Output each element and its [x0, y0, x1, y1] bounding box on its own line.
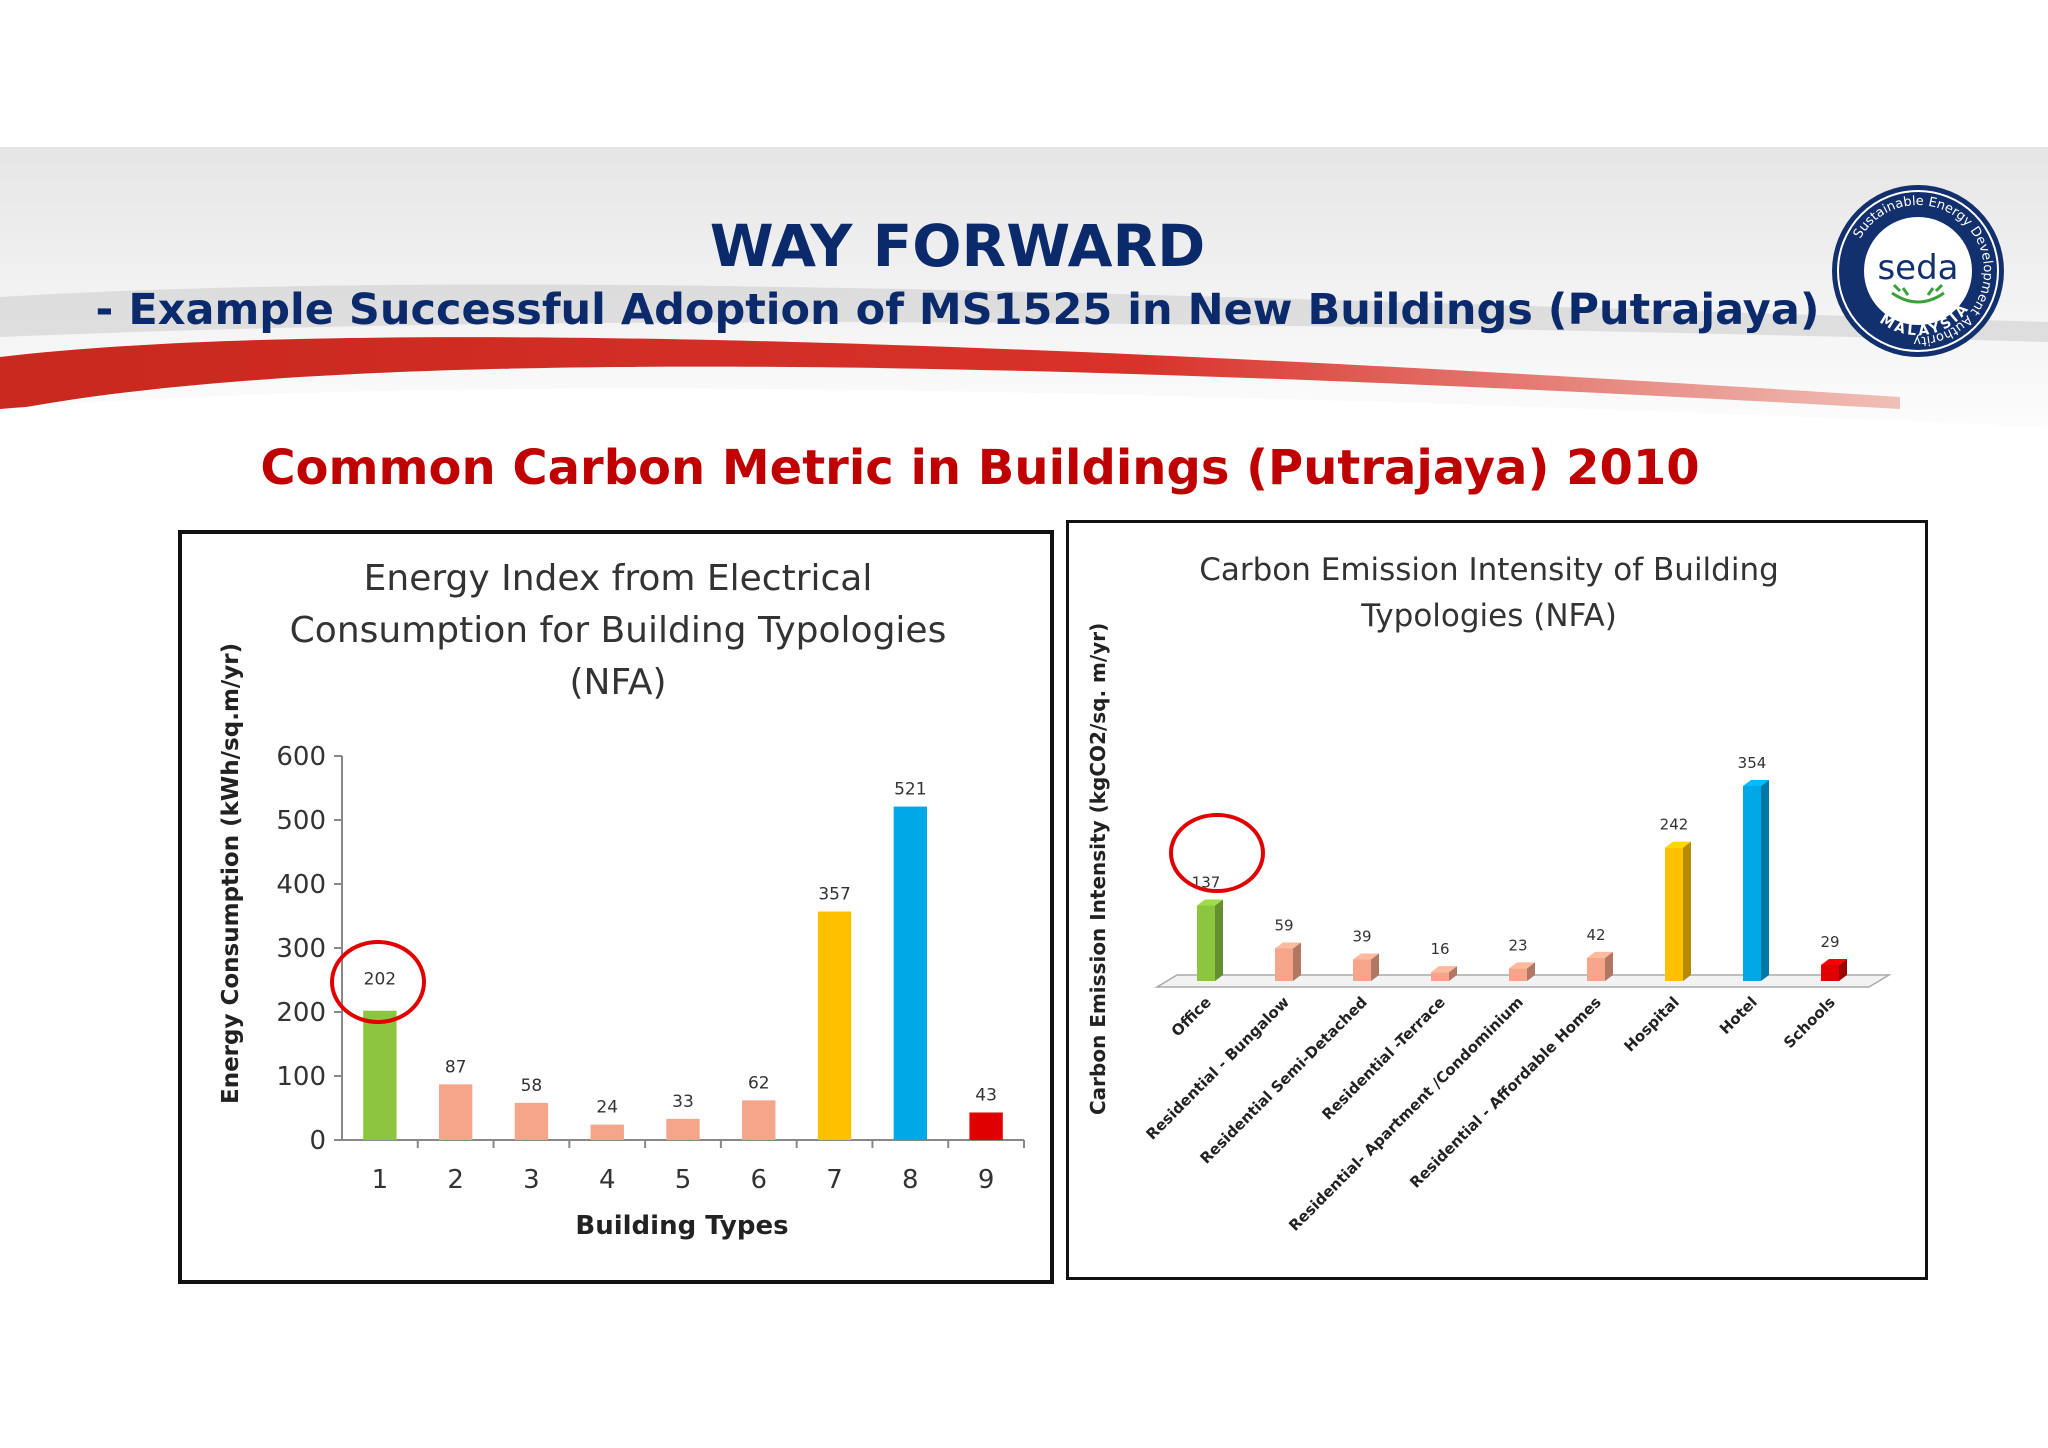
chart2-title-line-2: Typologies (NFA) [1360, 598, 1617, 634]
chart2-highlight-circle [1169, 813, 1265, 893]
chart1-bar [514, 1102, 549, 1140]
chart1-y-tick-label: 400 [276, 870, 326, 900]
chart2-category-label: Residential Semi-Detached [1196, 993, 1370, 1167]
chart2-bar [1587, 951, 1613, 981]
carbon-intensity-chart-panel: Carbon Emission Intensity of Building Ty… [1066, 520, 1928, 1280]
chart1-data-label: 87 [445, 1057, 467, 1077]
chart1-x-tick-label: 1 [372, 1165, 389, 1195]
chart1-data-label: 62 [748, 1073, 770, 1093]
chart1-data-label: 33 [672, 1092, 694, 1112]
chart1-x-tick-label: 6 [751, 1165, 768, 1195]
chart2-category-label: Office [1168, 993, 1215, 1040]
chart2-bar [1821, 959, 1847, 981]
chart2-data-label: 16 [1430, 940, 1449, 958]
chart1-bar [590, 1124, 624, 1140]
chart2-y-axis-label: Carbon Emission Intensity (kgCO2/sq. m/y… [1086, 623, 1110, 1115]
chart2-category-label: Schools [1780, 993, 1839, 1052]
chart1-bar [666, 1118, 700, 1140]
energy-index-chart: Energy Index from Electrical Consumption… [218, 558, 1025, 1241]
chart1-title-line-3: (NFA) [569, 662, 666, 703]
chart2-category-label: Hospital [1621, 993, 1683, 1055]
chart1-x-tick-label: 3 [523, 1165, 540, 1195]
chart1-data-label: 357 [818, 885, 850, 905]
chart2-bar [1665, 841, 1691, 981]
chart2-data-label: 242 [1660, 816, 1689, 834]
chart1-y-tick-label: 300 [276, 934, 326, 964]
chart2-bar [1509, 962, 1535, 981]
chart1-bar [969, 1112, 1003, 1140]
header-banner [0, 147, 2048, 467]
chart1-bar [742, 1100, 776, 1140]
chart1-highlight-circle [330, 940, 426, 1024]
chart2-data-label: 29 [1820, 933, 1839, 951]
chart1-y-tick-label: 500 [276, 806, 326, 836]
chart2-data-label: 42 [1586, 926, 1605, 944]
chart1-bar [438, 1084, 473, 1140]
chart1-bar [893, 806, 928, 1140]
chart2-data-label: 59 [1274, 916, 1293, 934]
chart1-y-tick-label: 100 [276, 1062, 326, 1092]
chart1-data-label: 24 [596, 1098, 618, 1118]
chart2-category-label: Hotel [1716, 993, 1761, 1038]
chart1-y-tick-label: 0 [309, 1126, 326, 1156]
chart2-category-label: Residential - Bungalow [1143, 993, 1293, 1143]
chart2-data-label: 354 [1738, 754, 1767, 772]
slide-title: WAY FORWARD [709, 212, 1206, 280]
chart2-bar [1275, 942, 1301, 981]
chart1-x-axis-label: Building Types [575, 1211, 788, 1241]
chart1-bar [817, 911, 852, 1140]
chart1-x-tick-label: 8 [902, 1165, 919, 1195]
energy-index-chart-panel: Energy Index from Electrical Consumption… [178, 530, 1054, 1284]
chart1-y-tick-label: 600 [276, 742, 326, 772]
chart1-y-axis-label: Energy Consumption (kWh/sq.m/yr) [218, 643, 244, 1104]
chart1-data-label: 58 [521, 1076, 543, 1096]
chart2-bar [1197, 899, 1223, 981]
slide-subtitle: - Example Successful Adoption of MS1525 … [95, 285, 1820, 335]
chart2-data-label: 23 [1508, 936, 1527, 954]
chart1-data-label: 202 [364, 970, 396, 990]
chart1-x-tick-label: 5 [675, 1165, 692, 1195]
chart1-y-tick-label: 200 [276, 998, 326, 1028]
chart2-data-label: 39 [1352, 928, 1371, 946]
chart2-bar [1743, 779, 1769, 981]
chart1-x-tick-label: 4 [599, 1165, 616, 1195]
seda-logo: Sustainable Energy Development Authority… [1832, 185, 2004, 357]
chart1-title-line-2: Consumption for Building Typologies [290, 610, 947, 651]
chart1-x-tick-label: 9 [978, 1165, 995, 1195]
chart1-x-tick-label: 2 [447, 1165, 464, 1195]
chart2-bar [1431, 966, 1457, 981]
chart2-bar [1353, 953, 1379, 981]
section-title: Common Carbon Metric in Buildings (Putra… [260, 440, 1700, 496]
logo-word: seda [1877, 248, 1958, 288]
chart1-bar [363, 1010, 397, 1140]
chart1-data-label: 43 [975, 1085, 997, 1105]
carbon-intensity-chart: Carbon Emission Intensity of Building Ty… [1086, 552, 1892, 1235]
chart1-title-line-1: Energy Index from Electrical [364, 558, 873, 599]
chart1-x-tick-label: 7 [826, 1165, 843, 1195]
chart2-title-line-1: Carbon Emission Intensity of Building [1199, 552, 1779, 588]
chart1-data-label: 521 [894, 780, 926, 800]
